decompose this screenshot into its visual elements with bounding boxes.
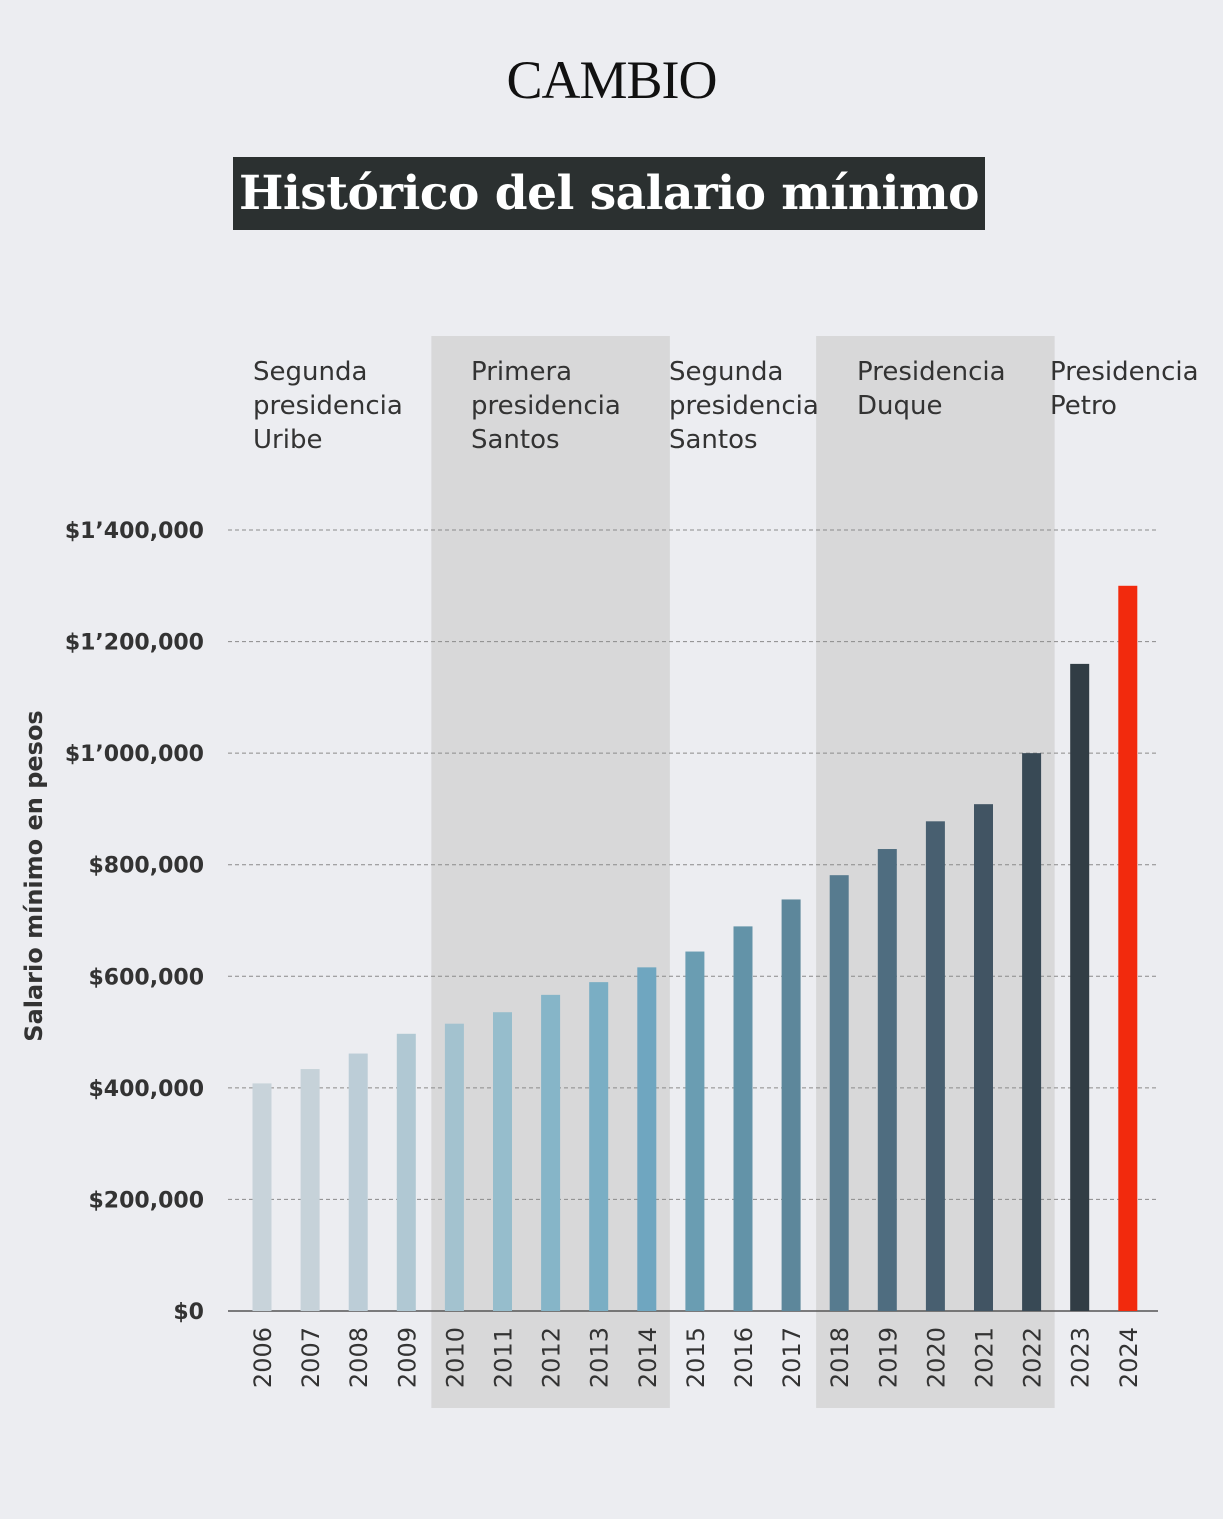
y-tick-label: $800,000 [88, 854, 204, 879]
x-tick-label: 2023 [1067, 1327, 1095, 1388]
bar-2015 [685, 951, 705, 1311]
period-label-3: Presidencia Duque [857, 357, 1006, 421]
period-label-2: Segunda presidencia Santos [669, 357, 819, 455]
y-tick-label: $1’400,000 [65, 519, 204, 544]
x-tick-label: 2024 [1115, 1327, 1143, 1388]
y-tick-label: $1’200,000 [65, 631, 204, 656]
bar-2020 [925, 821, 945, 1311]
x-tick-label: 2006 [249, 1327, 277, 1388]
y-tick-label: $600,000 [88, 965, 204, 990]
bar-2021 [974, 804, 993, 1311]
chart-title: Histórico del salario mínimo [233, 157, 985, 230]
bar-2014 [637, 967, 657, 1311]
x-tick-label: 2009 [393, 1327, 421, 1388]
bar-2006 [252, 1083, 272, 1311]
bar-2023 [1070, 663, 1090, 1311]
bar-2022 [1022, 753, 1042, 1311]
x-tick-label: 2020 [922, 1327, 950, 1388]
bar-2018 [829, 875, 849, 1311]
x-tick-label: 2013 [586, 1327, 614, 1388]
bar-2011 [493, 1012, 512, 1311]
y-axis-label: Salario mínimo en pesos [20, 710, 48, 1041]
x-tick-label: 2016 [730, 1327, 758, 1388]
bar-2019 [877, 849, 897, 1311]
bar-2007 [300, 1069, 320, 1311]
y-tick-label: $200,000 [88, 1188, 204, 1213]
y-tick-label: $0 [173, 1300, 204, 1325]
bar-2017 [781, 899, 801, 1311]
x-tick-label: 2015 [682, 1327, 710, 1388]
bar-2016 [733, 926, 753, 1311]
x-tick-label: 2010 [441, 1327, 469, 1388]
x-tick-label: 2014 [634, 1327, 662, 1388]
period-label-0: Segunda presidencia Uribe [253, 357, 403, 455]
bar-2008 [348, 1053, 368, 1311]
cambio-logo: CAMBIO [506, 50, 717, 110]
x-tick-label: 2007 [297, 1327, 325, 1388]
bar-2013 [589, 982, 609, 1311]
bar-2010 [444, 1023, 464, 1311]
bar-2024 [1118, 585, 1138, 1311]
y-tick-label: $1’000,000 [65, 742, 204, 767]
x-tick-label: 2011 [490, 1327, 518, 1388]
bar-2012 [541, 994, 561, 1311]
x-tick-label: 2012 [538, 1327, 566, 1388]
bar-2009 [396, 1033, 416, 1311]
y-tick-label: $400,000 [88, 1077, 204, 1102]
period-label-1: Primera presidencia Santos [471, 357, 621, 455]
x-tick-label: 2018 [826, 1327, 854, 1388]
x-tick-label: 2022 [1019, 1327, 1047, 1388]
x-tick-label: 2008 [345, 1327, 373, 1388]
x-tick-label: 2021 [971, 1327, 999, 1388]
period-label-4: Presidencia Petro [1050, 357, 1199, 421]
x-tick-label: 2019 [874, 1327, 902, 1388]
x-tick-label: 2017 [778, 1327, 806, 1388]
